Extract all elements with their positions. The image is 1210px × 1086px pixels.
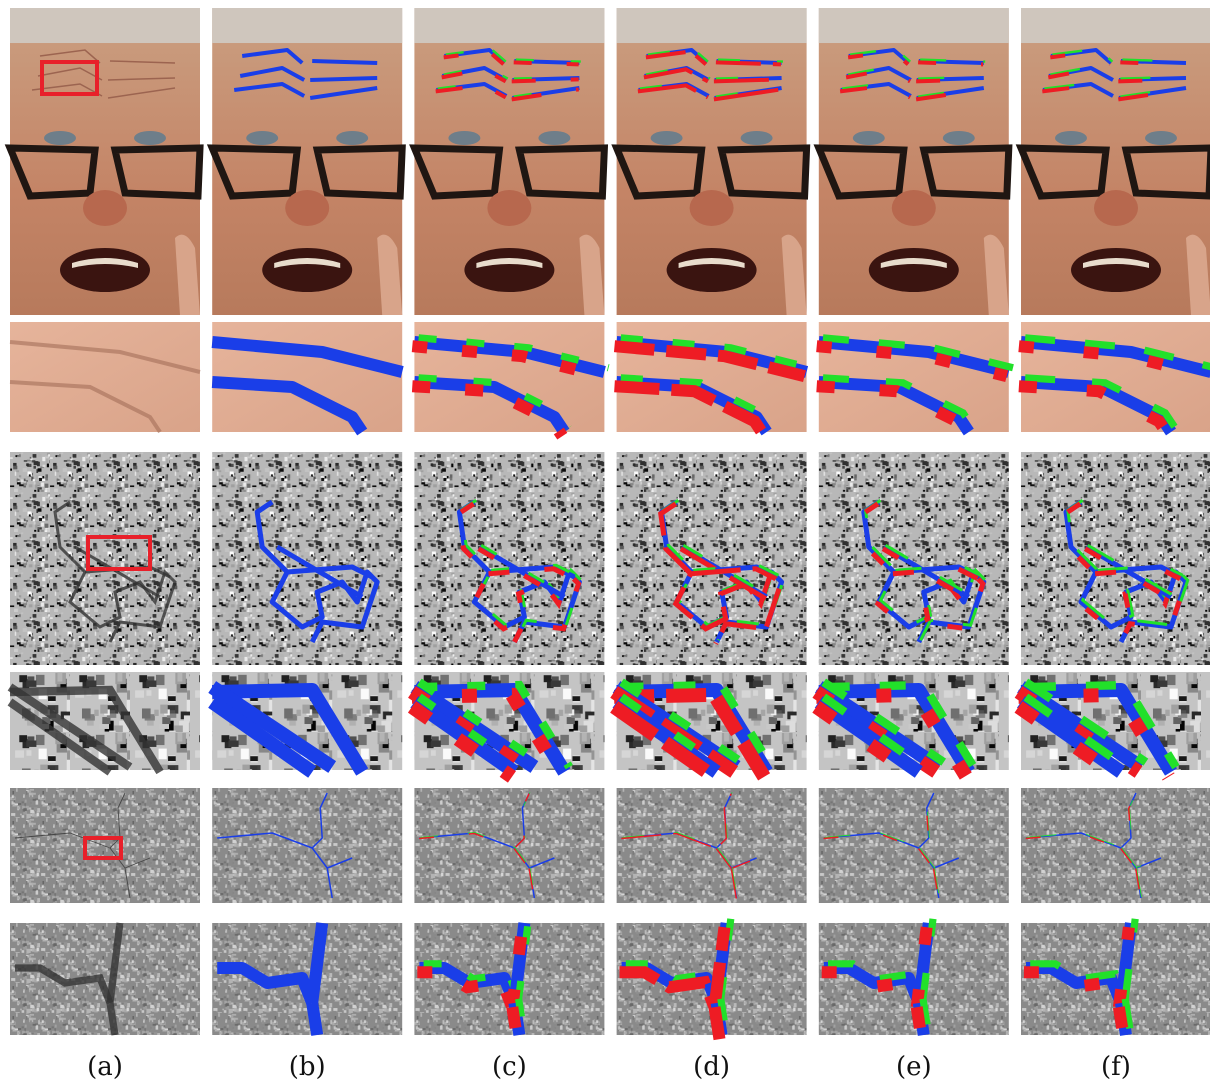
crack-line: [110, 1003, 115, 1035]
image-panel: [1021, 452, 1210, 665]
annotation-blue: [312, 61, 377, 63]
hair: [10, 8, 200, 43]
image-panel: [1019, 322, 1210, 436]
image-panel: [10, 452, 200, 665]
mouth: [464, 248, 554, 292]
image-panel: [414, 919, 604, 1039]
image-panel: [10, 788, 200, 903]
nose: [285, 190, 329, 226]
image-panel: [1019, 672, 1210, 777]
nose: [83, 190, 127, 226]
image-panel: [617, 452, 807, 665]
image-panel: [617, 788, 807, 903]
panel-image: [414, 322, 604, 432]
image-panel: [617, 919, 807, 1039]
image-panel: [819, 788, 1009, 903]
eye: [741, 131, 773, 145]
mouth: [869, 248, 959, 292]
panel-image: [212, 452, 402, 665]
image-panel: [412, 672, 604, 777]
image-panel: [212, 923, 402, 1035]
annotation-red: [715, 1007, 720, 1039]
panel-label: (f): [1101, 1052, 1131, 1082]
image-panel: [819, 919, 1009, 1039]
mouth: [667, 248, 757, 292]
image-panel: [212, 452, 402, 665]
eye: [538, 131, 570, 145]
eye: [1055, 131, 1087, 145]
eye: [44, 131, 76, 145]
image-panel: [414, 452, 604, 665]
nose: [1094, 190, 1138, 226]
panel-label: (c): [492, 1052, 527, 1082]
annotation-blue: [310, 78, 377, 80]
nose: [487, 190, 531, 226]
panel-image: [10, 788, 200, 903]
eye: [246, 131, 278, 145]
hair: [1021, 8, 1210, 43]
panel-label: (e): [896, 1052, 932, 1082]
panel-image: [10, 322, 200, 432]
mouth: [262, 248, 352, 292]
hair: [617, 8, 807, 43]
eye: [853, 131, 885, 145]
image-panel: [615, 322, 811, 436]
panel-image: [212, 322, 402, 432]
image-panel: [819, 8, 1009, 315]
panel-image: [1021, 452, 1210, 665]
image-panel: [212, 322, 402, 432]
eye: [1145, 131, 1177, 145]
panel-label: (a): [87, 1052, 123, 1082]
image-panel: [414, 8, 604, 315]
image-panel: [1021, 8, 1210, 315]
image-panel: [212, 672, 402, 772]
panel-image: [617, 452, 807, 665]
image-panel: [10, 923, 200, 1035]
image-panel: [816, 672, 1008, 777]
image-panel: [412, 322, 608, 436]
eye: [651, 131, 683, 145]
panel-image: [819, 452, 1009, 665]
image-panel: [1021, 919, 1210, 1039]
image-panel: [414, 788, 604, 903]
image-panel: [819, 452, 1009, 665]
hair: [212, 8, 402, 43]
panel-image: [10, 923, 200, 1035]
nose: [690, 190, 734, 226]
image-panel: [212, 8, 402, 315]
image-panel: [10, 672, 200, 772]
eye: [448, 131, 480, 145]
eye: [134, 131, 166, 145]
eye: [943, 131, 975, 145]
panel-label: (d): [693, 1052, 730, 1082]
nose: [892, 190, 936, 226]
image-panel: [212, 788, 402, 903]
eye: [336, 131, 368, 145]
hair: [414, 8, 604, 43]
image-panel: [617, 8, 807, 315]
hair: [819, 8, 1009, 43]
image-panel: [614, 672, 806, 777]
panel-label: (b): [289, 1052, 326, 1082]
figure: (a) (b) (c) (d) (e) (f): [0, 0, 1210, 1086]
annotation-blue: [312, 1003, 317, 1035]
image-panel: [10, 322, 200, 432]
image-panel: [1021, 788, 1210, 903]
image-panel: [10, 8, 200, 315]
image-panel: [817, 322, 1013, 436]
mouth: [60, 248, 150, 292]
mouth: [1071, 248, 1161, 292]
panel-image: [617, 322, 807, 432]
panel-image: [10, 452, 200, 665]
panel-image: [414, 452, 604, 665]
